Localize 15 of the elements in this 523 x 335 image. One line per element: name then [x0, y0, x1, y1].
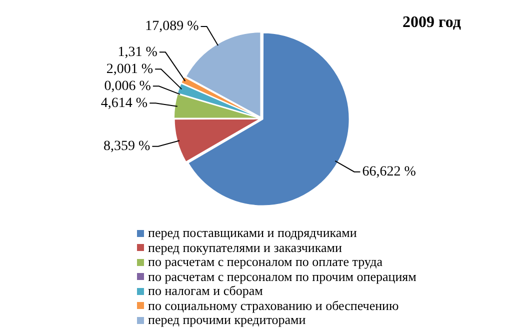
chart-title: 2009 год: [402, 14, 461, 32]
data-label: 0,006 %: [104, 78, 152, 94]
legend-label: перед поставщиками и подрядчиками: [148, 225, 357, 240]
legend-label: перед покупателями и заказчиками: [148, 240, 342, 255]
legend-label: перед прочими кредиторами: [148, 312, 306, 328]
data-label: 1,31 %: [118, 44, 158, 60]
data-label: 2,001 %: [106, 62, 154, 77]
data-label: 17,089 %: [145, 19, 200, 34]
data-label: 8,359 %: [104, 139, 151, 154]
data-label: 66,622 %: [362, 164, 416, 180]
legend-label: по расчетам с персоналом по прочим операциям: [148, 268, 416, 284]
legend-label: по расчетам с персоналом по оплате труда: [148, 254, 382, 270]
legend-label: по социальному страхованию и обеспечению: [148, 298, 399, 313]
data-label: 4,614 %: [100, 96, 148, 111]
legend-label: по налогам и сборам: [148, 283, 263, 298]
